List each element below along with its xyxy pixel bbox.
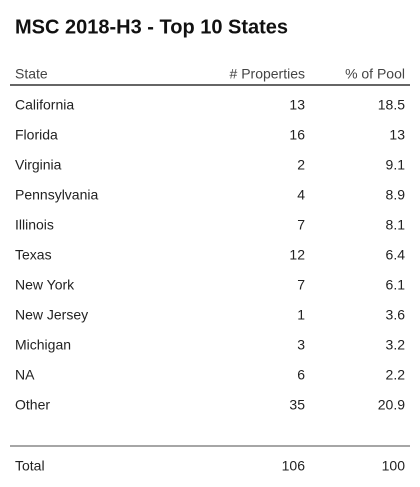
table-cell: 9.1 — [386, 157, 406, 173]
table-cell: 20.9 — [378, 397, 405, 413]
table-cell: California — [15, 97, 74, 113]
table-cell: 8.1 — [386, 217, 406, 233]
total-cell: 106 — [282, 458, 306, 474]
table-cell: 7 — [297, 277, 305, 293]
column-header: % of Pool — [345, 66, 405, 82]
table-cell: New York — [15, 277, 75, 293]
table-cell: Florida — [15, 127, 58, 143]
table-cell: 6 — [297, 367, 305, 383]
table-cell: 6.1 — [386, 277, 406, 293]
table-cell: Illinois — [15, 217, 54, 233]
table-cell: 13 — [289, 97, 305, 113]
table-cell: 3 — [297, 337, 305, 353]
table-cell: Other — [15, 397, 50, 413]
table-cell: 3.6 — [386, 307, 406, 323]
title: MSC 2018-H3 - Top 10 States — [15, 16, 288, 38]
table-cell: 35 — [289, 397, 305, 413]
table-cell: Michigan — [15, 337, 71, 353]
table-cell: Pennsylvania — [15, 187, 98, 203]
total-cell: 100 — [382, 458, 406, 474]
table-cell: 13 — [389, 127, 405, 143]
table-cell: 12 — [289, 247, 305, 263]
table-cell: 3.2 — [386, 337, 406, 353]
table-cell: 16 — [289, 127, 305, 143]
table-cell: 1 — [297, 307, 305, 323]
table-cell: Texas — [15, 247, 52, 263]
table-cell: NA — [15, 367, 35, 383]
table-cell: 4 — [297, 187, 305, 203]
column-header: State — [15, 66, 48, 82]
column-header: # Properties — [230, 66, 305, 82]
table-cell: 6.4 — [386, 247, 406, 263]
table-cell: New Jersey — [15, 307, 88, 323]
table-cell: Virginia — [15, 157, 62, 173]
table-cell: 2 — [297, 157, 305, 173]
table-cell: 8.9 — [386, 187, 406, 203]
total-cell: Total — [15, 458, 45, 474]
table-cell: 7 — [297, 217, 305, 233]
table-cell: 18.5 — [378, 97, 405, 113]
table-cell: 2.2 — [386, 367, 406, 383]
